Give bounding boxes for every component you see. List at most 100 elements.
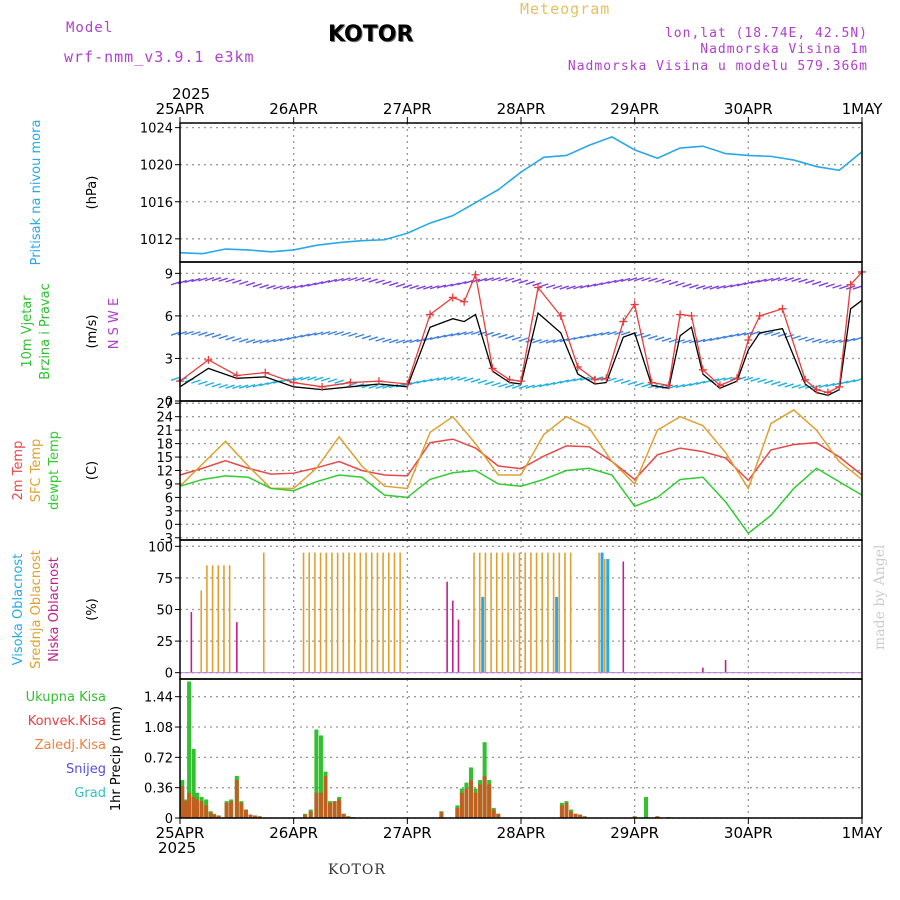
precip-conv-bar [187,792,192,818]
precip-conv-bar [655,816,660,818]
wind-arrow [429,335,440,341]
precip-conv-bar [180,785,185,818]
precip-conv-bar [191,796,196,818]
precip-conv-bar [195,799,200,818]
y-axis-label: Niska Oblacnost [47,557,62,662]
wind-arrow [764,277,774,283]
wind-arrow [525,384,535,389]
y-tick-label: 3 [165,505,173,520]
y-tick-label: 100 [148,540,173,555]
precip-conv-bar [216,815,221,818]
wind-arrow [539,283,549,288]
lonlat-label: lon,lat (18.74E, 42.5N) [664,26,868,41]
wind-arrow [252,383,263,388]
wind-arrow [695,380,706,385]
wind-arrow [614,378,624,383]
wind-arrow [450,376,460,381]
y-tick-label: 24 [156,411,173,426]
precip-conv-bar [478,784,483,818]
wind-arrow [429,377,440,382]
wind-arrow [443,376,454,381]
panel-wind [170,261,866,402]
precip-legend-label: Zaledj.Kisa [35,738,106,753]
wind-arrow [191,331,201,336]
wind-arrow [491,382,501,387]
y-unit-label: (%) [85,598,100,621]
wind-arrow [518,279,529,284]
y-tick-label: 75 [156,572,173,587]
wind-gust-marker [801,375,810,384]
wind-arrow [532,339,542,344]
wind-arrow [464,377,474,382]
wind-arrow [798,278,808,283]
wind-arrow [620,331,631,336]
wind-arrow [682,382,692,388]
date-label-bottom: 25APR [156,824,205,842]
date-label-top: 1MAY [842,100,884,118]
wind-arrow [389,339,399,344]
precip-conv-bar [455,807,460,818]
wind-arrow [204,332,215,337]
wind-arrow [266,284,276,290]
wind-arrow [484,277,494,282]
wind-arrow [218,277,228,282]
wind-arrow [327,378,338,383]
wind-arrow [852,285,863,290]
wind-arrow [573,285,583,290]
wind-arrow [436,334,447,339]
wind-arrow [545,381,556,387]
wind-arrow [573,335,583,341]
wind-arrow [198,331,208,336]
date-label-bottom: 26APR [269,824,318,842]
wind-arrow [723,334,733,339]
y-tick-label: 6 [165,310,173,325]
dewpoint-line [179,467,863,535]
wind-arrow [470,330,481,336]
y-axis-label: dewpt Temp [47,431,62,510]
precip-conv-bar [337,799,342,818]
wind-arrow [641,333,651,339]
precip-conv-bar [578,814,583,818]
wind-arrow [825,339,835,344]
wind-arrow [477,277,488,283]
wind-arrow [259,339,269,344]
wind-arrow [436,284,447,289]
wind-arrow [607,330,617,336]
wind-gust-marker [812,385,821,394]
wind-arrow [805,279,815,284]
pressure-line [179,136,863,255]
wind-arrow [266,338,276,344]
wind-arrow [191,379,201,384]
wind-arrow [852,378,863,383]
precip-conv-bar [459,792,464,818]
wind-arrow [532,282,542,287]
wind-arrow [423,285,433,290]
wind-gust-marker [687,311,696,320]
wind-gust-marker [232,371,241,380]
wind-arrow [225,384,235,389]
y-tick-label: 9 [165,478,173,493]
wind-arrow [723,284,733,289]
year-label-top: 2025 [172,85,210,103]
y-axis-label: Srednja Oblacnost [29,550,44,669]
precip-conv-bar [491,809,496,818]
precip-conv-bar [328,802,333,818]
wind-arrow [675,339,685,344]
wind-gust-marker [426,310,435,319]
wind-arrow [818,383,829,389]
wind-arrow [395,339,406,344]
wind-arrow [225,278,235,283]
wind-gust-marker [823,388,832,397]
precip-conv-bar [199,801,204,818]
y-tick-label: 25 [156,635,173,650]
date-label-top: 29APR [610,100,659,118]
temp-2m-line [179,438,863,482]
wind-arrow [348,382,358,387]
precip-conv-bar [496,813,501,818]
panel-temperature [175,400,863,541]
wind-arrow [675,383,685,389]
wind-gust-marker [261,368,270,377]
wind-arrow [402,284,413,289]
wind-arrow [361,334,372,340]
y-axis-label: Visoka Oblacnost [11,554,26,666]
